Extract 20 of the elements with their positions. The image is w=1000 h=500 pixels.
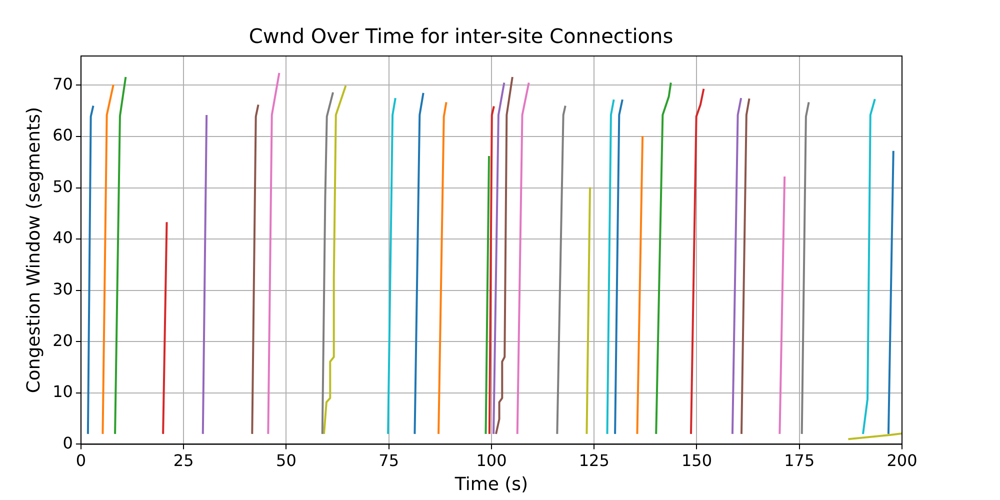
x-tick-label: 75 [378,450,400,470]
x-tick-label: 25 [173,450,194,470]
y-tick-label: 70 [52,74,73,94]
x-tick-label: 0 [76,450,86,470]
y-tick-label: 60 [52,126,73,145]
y-tick-label: 20 [52,330,73,350]
y-tick-label: 10 [52,382,73,402]
x-tick-label: 200 [886,450,918,470]
y-axis-title: Congestion Window (segments) [23,107,44,394]
x-tick-label: 125 [578,450,610,470]
y-tick-label: 50 [52,176,73,196]
x-tick-label: 175 [784,450,815,470]
x-tick-label: 100 [476,450,507,470]
y-tick-label: 30 [52,280,73,299]
x-axis-title: Time (s) [454,474,528,495]
chart-title: Cwnd Over Time for inter-site Connections [248,24,674,48]
y-tick-label: 0 [62,433,73,452]
x-tick-label: 150 [681,450,712,470]
x-tick-label: 50 [276,450,296,470]
y-tick-label: 40 [52,228,73,248]
